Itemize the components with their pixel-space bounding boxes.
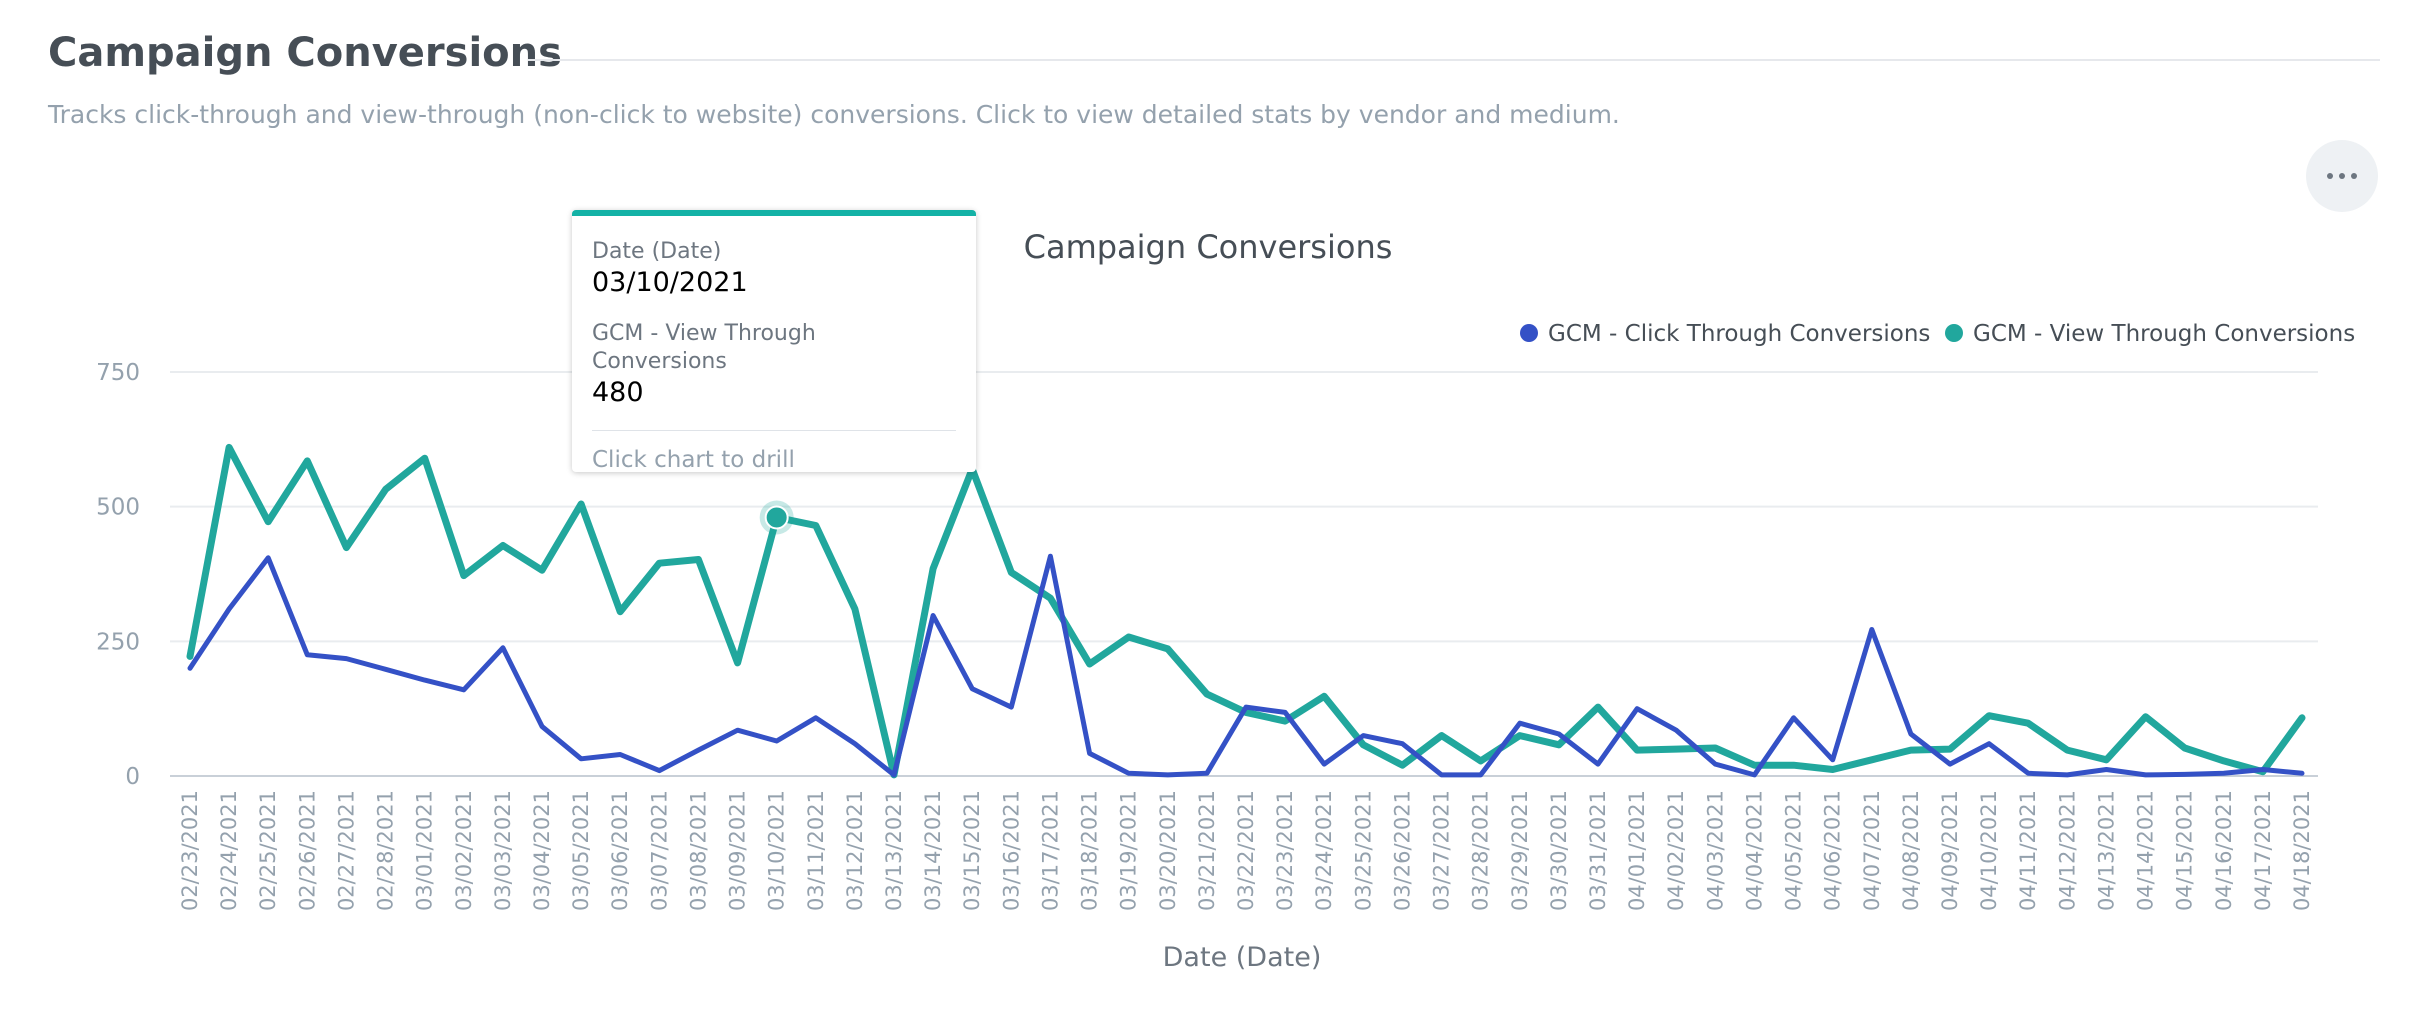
x-tick-label: 03/28/2021 [1469, 790, 1493, 911]
x-tick-label: 03/19/2021 [1117, 790, 1141, 911]
x-tick-label: 03/06/2021 [608, 790, 632, 911]
tooltip-date-value: 03/10/2021 [592, 267, 748, 298]
tooltip-date-label: Date (Date) [592, 239, 722, 264]
legend-item-view-through[interactable]: GCM - View Through Conversions [1945, 321, 2355, 347]
x-tick-label: 03/05/2021 [569, 790, 593, 911]
x-tick-label: 03/03/2021 [491, 790, 515, 911]
x-tick-label: 04/01/2021 [1625, 790, 1649, 911]
x-tick-label: 04/05/2021 [1782, 790, 1806, 911]
y-tick-label: 0 [125, 764, 140, 790]
x-tick-label: 04/12/2021 [2055, 790, 2079, 911]
x-tick-label: 03/13/2021 [882, 790, 906, 911]
x-tick-label: 03/16/2021 [999, 790, 1023, 911]
x-tick-label: 03/21/2021 [1195, 790, 1219, 911]
x-tick-label: 04/13/2021 [2094, 790, 2118, 911]
x-tick-label: 02/25/2021 [256, 790, 280, 911]
legend-item-click-through[interactable]: GCM - Click Through Conversions [1520, 321, 1930, 347]
x-tick-label: 03/27/2021 [1430, 790, 1454, 911]
x-tick-label: 04/18/2021 [2290, 790, 2314, 911]
tooltip-hint: Click chart to drill [592, 447, 795, 473]
chart-grid [170, 371, 2318, 777]
x-tick-label: 03/04/2021 [530, 790, 554, 911]
x-tick-label: 04/07/2021 [1860, 790, 1884, 911]
x-tick-label: 03/08/2021 [686, 790, 710, 911]
x-tick-label: 03/10/2021 [765, 790, 789, 911]
x-tick-label: 04/04/2021 [1742, 790, 1766, 911]
x-tick-label: 03/23/2021 [1273, 790, 1297, 911]
x-tick-label: 04/02/2021 [1664, 790, 1688, 911]
x-tick-label: 04/08/2021 [1899, 790, 1923, 911]
x-tick-label: 02/27/2021 [334, 790, 358, 911]
chart-legend[interactable]: GCM - Click Through Conversions GCM - Vi… [1520, 321, 2355, 347]
x-tick-label: 03/25/2021 [1351, 790, 1375, 911]
x-tick-label: 03/31/2021 [1586, 790, 1610, 911]
series-line-click-through[interactable] [187, 553, 2305, 778]
tooltip-series-label: GCM - View Through Conversions [592, 321, 816, 374]
x-tick-label: 03/01/2021 [413, 790, 437, 911]
x-tick-label: 03/11/2021 [804, 790, 828, 911]
series-line-view-through[interactable] [186, 443, 2306, 779]
x-tick-label: 03/20/2021 [1156, 790, 1180, 911]
x-tick-label: 03/14/2021 [921, 790, 945, 911]
tooltip-divider [592, 430, 956, 431]
title-divider [528, 59, 2380, 61]
chart-title: Campaign Conversions [1024, 228, 1393, 266]
x-tick-label: 02/28/2021 [374, 790, 398, 911]
x-tick-label: 03/07/2021 [647, 790, 671, 911]
legend-label-view-through: GCM - View Through Conversions [1973, 321, 2355, 347]
x-tick-label: 04/03/2021 [1703, 790, 1727, 911]
legend-marker-click-through [1520, 324, 1538, 342]
x-tick-label: 03/17/2021 [1038, 790, 1062, 911]
more-horizontal-icon [2324, 173, 2360, 179]
x-tick-label: 03/30/2021 [1547, 790, 1571, 911]
y-axis: 0 250 500 750 [96, 360, 140, 790]
x-tick-label: 04/16/2021 [2212, 790, 2236, 911]
x-tick-label: 03/29/2021 [1508, 790, 1532, 911]
x-tick-label: 04/11/2021 [2016, 790, 2040, 911]
chart-tooltip: Date (Date) 03/10/2021 GCM - View Throug… [572, 210, 976, 473]
legend-label-click-through: GCM - Click Through Conversions [1548, 321, 1930, 347]
x-tick-label: 03/24/2021 [1312, 790, 1336, 911]
x-tick-label: 04/06/2021 [1821, 790, 1845, 911]
y-tick-label: 250 [96, 629, 140, 655]
x-tick-label: 04/09/2021 [1938, 790, 1962, 911]
x-tick-label: 04/15/2021 [2173, 790, 2197, 911]
page-description: Tracks click-through and view-through (n… [48, 100, 1620, 129]
tooltip-series-value: 480 [592, 377, 644, 408]
y-tick-label: 750 [96, 360, 140, 386]
x-tick-label: 02/24/2021 [217, 790, 241, 911]
legend-marker-view-through [1945, 324, 1963, 342]
x-tick-label: 02/23/2021 [178, 790, 202, 911]
x-tick-label: 02/26/2021 [295, 790, 319, 911]
x-tick-label: 04/10/2021 [1977, 790, 2001, 911]
x-tick-label: 03/09/2021 [726, 790, 750, 911]
y-tick-label: 500 [96, 495, 140, 521]
hover-point [764, 505, 789, 530]
x-tick-label: 03/18/2021 [1078, 790, 1102, 911]
x-tick-label: 03/22/2021 [1234, 790, 1258, 911]
more-options-button[interactable] [2306, 140, 2378, 212]
x-tick-label: 04/17/2021 [2251, 790, 2275, 911]
x-tick-label: 03/15/2021 [960, 790, 984, 911]
x-tick-label: 03/26/2021 [1390, 790, 1414, 911]
x-axis: 02/23/2021 02/24/2021 02/25/2021 02/26/2021… [178, 790, 2314, 911]
page-title: Campaign Conversions [48, 30, 562, 76]
hover-marker [759, 500, 794, 535]
x-tick-label: 03/02/2021 [452, 790, 476, 911]
x-tick-label: 03/12/2021 [843, 790, 867, 911]
x-tick-label: 04/14/2021 [2134, 790, 2158, 911]
series-lines[interactable] [186, 443, 2306, 779]
x-axis-title: Date (Date) [1163, 942, 1322, 973]
